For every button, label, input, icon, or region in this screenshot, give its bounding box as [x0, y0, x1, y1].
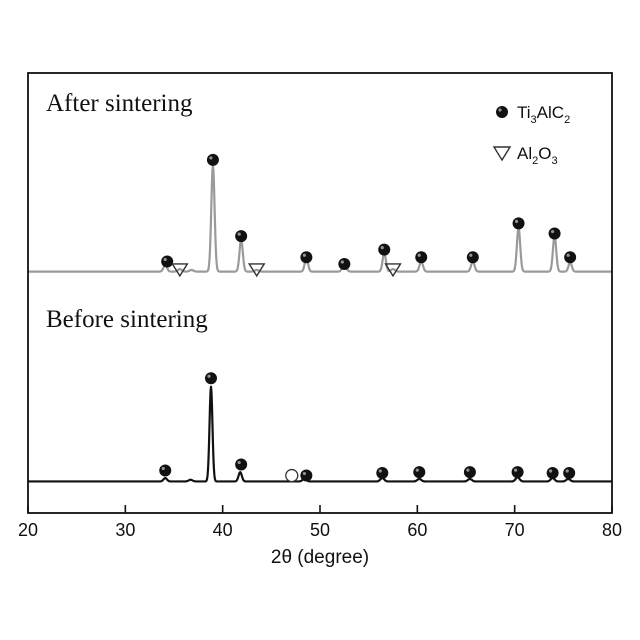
panel-label-before: Before sintering	[46, 306, 208, 333]
open-circle-marker-before-3	[286, 470, 298, 482]
ti3alc2-marker-highlight-after-3	[238, 232, 241, 235]
ti3alc2-marker-highlight-before-7	[466, 469, 469, 472]
x-tick-label-20: 20	[18, 520, 38, 540]
legend: Ti3AlC2 Al2O3	[494, 103, 570, 167]
ti3alc2-marker-before-7	[464, 466, 476, 478]
ti3alc2-marker-before-5	[376, 467, 388, 479]
legend-open-triangle-icon	[494, 147, 510, 160]
legend-item-al2o3: Al2O3	[494, 144, 558, 167]
legend-label-al2o3: Al2O3	[517, 144, 558, 167]
x-tick-label-70: 70	[505, 520, 525, 540]
ti3alc2-marker-before-1	[205, 372, 217, 384]
ti3alc2-marker-after-9	[415, 251, 427, 263]
legend-item-ti3alc2: Ti3AlC2	[496, 103, 570, 126]
ti3alc2-marker-before-4	[300, 470, 312, 482]
ti3alc2-marker-before-2	[235, 459, 247, 471]
series-line-before	[28, 387, 612, 482]
ti3alc2-marker-highlight-before-5	[379, 469, 382, 472]
ti3alc2-marker-highlight-after-0	[164, 258, 167, 261]
panel-label-after: After sintering	[46, 90, 193, 117]
ti3alc2-marker-highlight-after-13	[567, 254, 570, 257]
ti3alc2-marker-after-12	[549, 228, 561, 240]
ti3alc2-marker-before-10	[563, 467, 575, 479]
ti3alc2-marker-highlight-after-12	[551, 230, 554, 233]
x-tick-label-40: 40	[213, 520, 233, 540]
x-tick-label-80: 80	[602, 520, 622, 540]
x-axis-ticks: 20 30 40 50 60 70 80	[18, 505, 622, 540]
ti3alc2-marker-highlight-after-2	[209, 156, 212, 159]
x-tick-label-30: 30	[115, 520, 135, 540]
ti3alc2-marker-highlight-before-9	[549, 469, 552, 472]
ti3alc2-marker-highlight-before-10	[566, 469, 569, 472]
ti3alc2-marker-after-13	[564, 251, 576, 263]
ti3alc2-marker-highlight-before-2	[238, 461, 241, 464]
ti3alc2-marker-after-11	[513, 217, 525, 229]
ti3alc2-marker-after-5	[300, 251, 312, 263]
ti3alc2-marker-highlight-after-5	[303, 254, 306, 257]
plot-frame	[28, 73, 612, 513]
ti3alc2-marker-highlight-before-4	[303, 472, 306, 475]
ti3alc2-marker-before-0	[159, 464, 171, 476]
ti3alc2-marker-highlight-before-8	[514, 469, 517, 472]
x-axis-title: 2θ (degree)	[271, 547, 369, 568]
ti3alc2-marker-after-6	[338, 258, 350, 270]
ti3alc2-marker-highlight-after-6	[341, 260, 344, 263]
ti3alc2-marker-highlight-after-7	[381, 246, 384, 249]
ti3alc2-marker-after-7	[378, 244, 390, 256]
legend-filled-circle-highlight	[498, 108, 501, 111]
ti3alc2-marker-highlight-before-6	[416, 469, 419, 472]
ti3alc2-marker-highlight-after-10	[469, 254, 472, 257]
legend-label-ti3alc2: Ti3AlC2	[517, 103, 570, 126]
ti3alc2-marker-before-6	[413, 466, 425, 478]
x-tick-label-60: 60	[407, 520, 427, 540]
ti3alc2-marker-before-8	[512, 466, 524, 478]
series-line-after	[28, 166, 612, 272]
ti3alc2-marker-highlight-after-9	[418, 254, 421, 257]
legend-filled-circle-icon	[496, 106, 508, 118]
ti3alc2-marker-highlight-before-1	[207, 375, 210, 378]
ti3alc2-marker-after-0	[161, 255, 173, 267]
ti3alc2-marker-after-2	[207, 154, 219, 166]
x-tick-label-50: 50	[310, 520, 330, 540]
ti3alc2-marker-after-10	[467, 251, 479, 263]
ti3alc2-marker-highlight-before-0	[162, 467, 165, 470]
ti3alc2-marker-highlight-after-11	[515, 220, 518, 223]
ti3alc2-marker-before-9	[547, 467, 559, 479]
ti3alc2-marker-after-3	[235, 230, 247, 242]
peak-markers	[159, 154, 576, 482]
